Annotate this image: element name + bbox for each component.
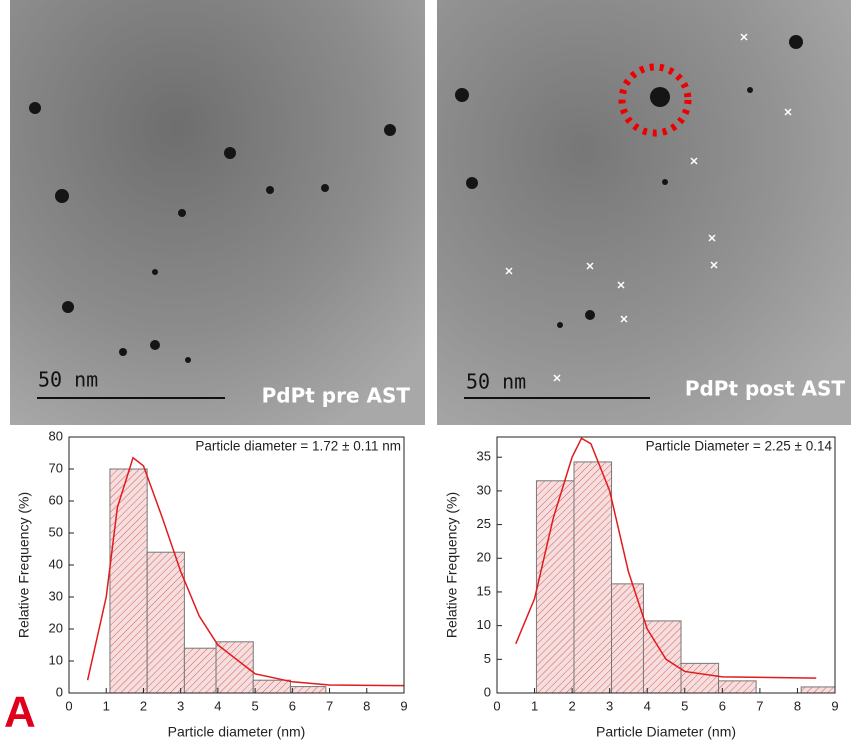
panel-label: A: [4, 688, 36, 737]
y-tick-label: 0: [56, 684, 63, 699]
fit-curve: [515, 437, 817, 679]
bar: [680, 662, 720, 694]
y-tick-label: 70: [49, 460, 63, 475]
x-tick-label: 4: [644, 698, 651, 713]
bar: [718, 680, 757, 694]
annotation: Particle diameter = 1.72 ± 0.11 nm: [195, 439, 401, 454]
x-tick-label: 9: [400, 698, 407, 713]
y-tick-label: 60: [49, 492, 63, 507]
x-tick-label: 2: [568, 698, 575, 713]
x-tick-label: 4: [214, 698, 221, 713]
bar: [109, 468, 148, 694]
bar: [573, 461, 613, 694]
x-tick-label: 1: [531, 698, 538, 713]
x-tick-label: 2: [140, 698, 147, 713]
y-tick-label: 25: [477, 516, 491, 531]
bar: [535, 480, 575, 694]
annotation: Particle Diameter = 2.25 ± 0.14: [646, 439, 833, 454]
bar: [800, 686, 836, 694]
x-tick-label: 9: [831, 698, 838, 713]
bar: [252, 679, 291, 694]
x-tick-label: 7: [326, 698, 333, 713]
y-tick-label: 80: [49, 428, 63, 443]
y-tick-label: 30: [477, 482, 491, 497]
tem-image: 50 nm PdPt post AST: [437, 0, 851, 425]
y-tick-label: 40: [49, 556, 63, 571]
bar: [183, 647, 217, 694]
x-tick-label: 8: [363, 698, 370, 713]
x-tick-label: 0: [65, 698, 72, 713]
x-tick-label: 3: [177, 698, 184, 713]
x-tick-label: 0: [493, 698, 500, 713]
y-tick-label: 30: [49, 588, 63, 603]
bar: [146, 551, 185, 694]
image-label: PdPt pre AST: [262, 384, 411, 408]
x-tick-label: 5: [251, 698, 258, 713]
y-axis-label: Relative Frequency (%): [444, 492, 460, 638]
scale-label: 50 nm: [466, 370, 526, 394]
x-tick-label: 7: [756, 698, 763, 713]
plot-frame: [496, 436, 836, 694]
y-tick-label: 10: [49, 652, 63, 667]
x-tick-label: 3: [606, 698, 613, 713]
y-tick-label: 50: [49, 524, 63, 539]
x-axis-label: Particle diameter (nm): [168, 724, 306, 740]
bar: [289, 686, 327, 694]
y-tick-label: 20: [477, 550, 491, 565]
bar: [611, 583, 644, 694]
scale-label: 50 nm: [38, 368, 98, 392]
x-tick-label: 5: [681, 698, 688, 713]
x-tick-label: 6: [289, 698, 296, 713]
y-axis-label: Relative Frequency (%): [16, 492, 32, 638]
x-tick-label: 1: [103, 698, 110, 713]
y-tick-label: 5: [484, 651, 491, 666]
y-tick-label: 20: [49, 620, 63, 635]
y-tick-label: 15: [477, 583, 491, 598]
fit-curve: [86, 456, 405, 687]
y-tick-label: 10: [477, 617, 491, 632]
x-tick-label: 6: [719, 698, 726, 713]
x-axis-label: Particle Diameter (nm): [596, 724, 736, 740]
tem-image: 50 nm PdPt pre AST: [10, 0, 425, 425]
y-tick-label: 0: [484, 684, 491, 699]
y-tick-label: 35: [477, 449, 491, 464]
x-tick-label: 8: [794, 698, 801, 713]
image-label: PdPt post AST: [685, 377, 846, 401]
